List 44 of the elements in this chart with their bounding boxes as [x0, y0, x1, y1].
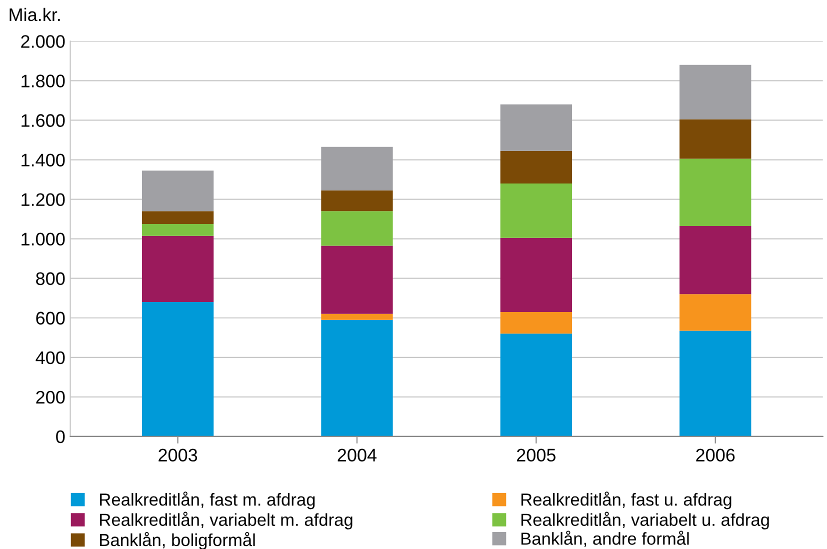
y-tick-label: 400: [36, 351, 65, 364]
bar: [321, 246, 393, 314]
y-tick-label: 1.400: [22, 154, 65, 166]
bar: [142, 302, 214, 436]
bar: [680, 226, 752, 294]
bar: [321, 314, 393, 320]
bar: [500, 183, 572, 238]
legend-label: Realkreditlån, fast m. afdrag: [100, 492, 315, 510]
bar: [321, 320, 393, 436]
x-tick-label: 2003: [158, 448, 198, 462]
bar: [680, 119, 752, 159]
bar: [500, 104, 572, 151]
y-tick-label: 200: [36, 390, 65, 404]
bar: [321, 146, 393, 190]
y-tick-label: 0: [56, 430, 65, 444]
y-tick-label: 1.200: [22, 193, 65, 206]
bar: [142, 170, 214, 212]
bar: [142, 236, 214, 302]
bar: [680, 64, 752, 120]
y-tick-label: 1.800: [22, 74, 65, 88]
bar: [680, 158, 752, 226]
y-tick-label: 2.000: [21, 35, 65, 48]
bar: [142, 211, 214, 224]
y-tick-label: 1.000: [22, 232, 65, 246]
legend-label: Realkreditlån, fast u. afdrag: [521, 492, 732, 510]
y-tick-label: 600: [36, 312, 65, 325]
bar: [500, 238, 572, 312]
legend-label: Realkreditlån, variabelt m. afdrag: [100, 512, 352, 530]
y-axis-title: Mia.kr.: [10, 8, 60, 22]
bar: [142, 224, 214, 236]
legend-label: Banklån, andre formål: [521, 530, 689, 547]
bar: [680, 330, 752, 436]
bar: [321, 190, 393, 212]
bar: [321, 211, 393, 246]
x-tick-label: 2005: [517, 448, 556, 462]
legend-label: Realkreditlån, variabelt u. afdrag: [521, 512, 769, 530]
bar: [500, 334, 572, 436]
x-tick-label: 2006: [696, 448, 735, 462]
bar: [680, 294, 752, 331]
x-tick-label: 2004: [338, 448, 377, 462]
bar: [500, 150, 572, 184]
y-tick-label: 1.600: [22, 114, 65, 127]
bar: [500, 312, 572, 334]
y-tick-label: 800: [36, 272, 65, 286]
